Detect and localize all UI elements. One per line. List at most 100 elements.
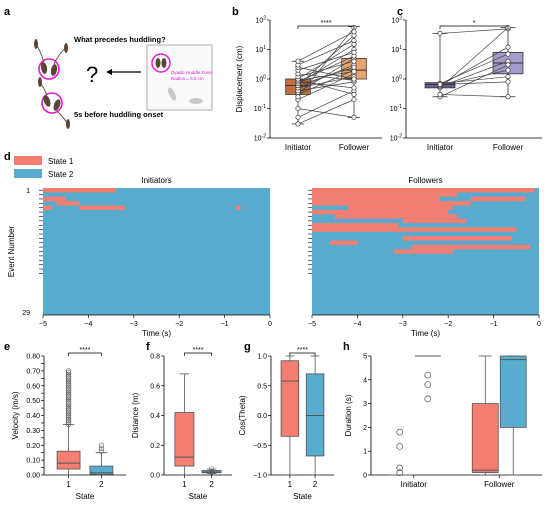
pair-line [439, 27, 509, 89]
x-tick-label: 1 [182, 480, 187, 489]
y-tick-label: 0.50 [26, 398, 40, 405]
y-tick-label: 10-1 [254, 104, 266, 113]
x-tick-label: −5 [39, 321, 47, 328]
pair-line [439, 64, 509, 98]
y-tick-label: 0.70 [26, 368, 40, 375]
state1-segment [56, 201, 80, 206]
pair-line [439, 94, 509, 98]
state1-segment [235, 205, 241, 210]
outlier-point [424, 395, 432, 403]
outlier-point [424, 371, 432, 379]
y-tick-label: 0.2 [150, 443, 160, 450]
x-tick-label: 0 [268, 321, 272, 328]
y-tick-label: 3 [363, 401, 367, 408]
outlier-point [396, 464, 404, 472]
y-axis-label: Duration (s) [344, 394, 353, 436]
outlier-point [65, 407, 72, 413]
pair-line [297, 73, 355, 81]
data-point [505, 44, 511, 50]
pair-line [297, 76, 355, 89]
panel-label-d: d [4, 151, 11, 163]
pair-line [297, 40, 355, 66]
pair-line [439, 53, 509, 84]
outlier-point [65, 398, 72, 404]
x-tick-label: −4 [353, 321, 361, 328]
data-point [437, 81, 443, 88]
x-tick-label: −5 [308, 321, 316, 328]
data-point [351, 91, 357, 97]
y-axis-label: Velocity (m/s) [11, 391, 20, 439]
outlier-point [65, 395, 72, 401]
state1-segment [470, 196, 526, 202]
outlier-point [65, 411, 72, 417]
y-tick-label: 101 [255, 45, 266, 54]
y-tick-label: 10-2 [254, 134, 266, 143]
box [89, 465, 114, 475]
significance-label: **** [297, 347, 308, 354]
y-tick-label: 0.4 [150, 413, 160, 420]
outlier-point [65, 403, 72, 410]
x-tick-label: 2 [313, 480, 318, 489]
plot-g: −1.0 −0.5 0.0 0.5 1.0 1 2 **** Cos(Theta) State [238, 347, 334, 501]
pair-line [439, 69, 509, 86]
panel-label-g: g [244, 341, 251, 353]
outlier-point [396, 443, 404, 450]
pair-line [297, 66, 355, 86]
state1-segment [79, 205, 125, 210]
state1-segment [334, 214, 458, 219]
data-point [505, 79, 511, 85]
pair-line [297, 27, 355, 97]
x-axis-label: State [293, 492, 312, 501]
state1-segment [411, 244, 530, 250]
schematic-question: What precedes huddling? [74, 35, 166, 44]
x-tick-label: −3 [399, 321, 407, 328]
data-point [351, 114, 357, 120]
outlier-point [65, 402, 72, 408]
significance-label: **** [80, 347, 91, 354]
state1-segment [43, 188, 116, 193]
heatmap-title: Initiators [141, 176, 171, 185]
outlier-point [396, 469, 404, 476]
outlier-point [65, 416, 72, 422]
x-tick-label: 0 [537, 321, 541, 328]
huddle-zone-icon [151, 53, 171, 73]
state1-segment [312, 201, 471, 206]
outlier-point [65, 373, 72, 379]
data-point [351, 68, 357, 75]
plot-e: 0.00 0.10 0.20 0.30 0.40 0.50 0.60 0.70 0.80 1 2 **… [11, 347, 126, 501]
y-tick-label: 1 [26, 188, 30, 195]
box [174, 412, 195, 467]
outlier-point [65, 412, 72, 419]
pair-line [297, 66, 355, 80]
y-tick-label: 0.40 [26, 413, 40, 420]
significance-bracket [184, 352, 212, 356]
pair-line [297, 52, 355, 71]
significance-label: **** [321, 20, 332, 27]
y-tick-label: 0.5 [257, 383, 267, 390]
outlier-point [209, 469, 215, 475]
significance-label: * [473, 20, 476, 27]
box [499, 355, 527, 428]
significance-bracket [68, 352, 102, 356]
outlier-point [65, 377, 72, 383]
box [305, 373, 325, 457]
y-tick-label: 0.10 [26, 458, 40, 465]
y-tick-label: 1 [363, 449, 367, 456]
data-point [437, 30, 443, 36]
y-tick-label: 0.0 [257, 413, 267, 420]
y-tick-label: 0.0 [150, 473, 160, 480]
data-point [295, 121, 301, 127]
y-tick-label: 2 [363, 425, 367, 432]
significance-bracket [289, 352, 316, 356]
x-tick-label: −3 [130, 321, 138, 328]
significance-bracket [297, 25, 355, 29]
outlier-point [65, 396, 72, 403]
legend-label-state2: State 2 [48, 170, 74, 179]
x-tick-label: −2 [444, 321, 452, 328]
outlier-point [65, 371, 72, 378]
y-tick-label: 0.6 [150, 383, 160, 390]
x-tick-label: Initiator [427, 143, 454, 152]
x-axis-label: State [189, 492, 208, 501]
x-tick-label: −2 [175, 321, 183, 328]
